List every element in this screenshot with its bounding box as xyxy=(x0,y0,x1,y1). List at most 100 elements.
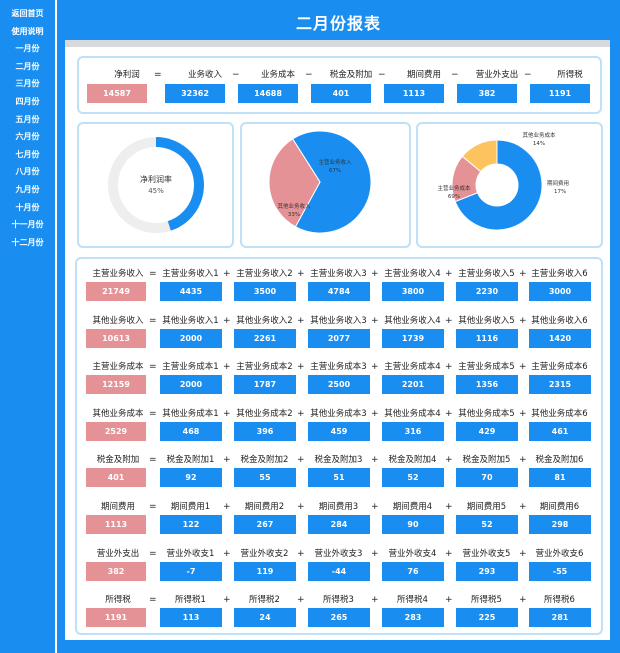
detail-item-label: 其他业务收入6 xyxy=(531,315,588,326)
detail-item-label: 主营业务收入3 xyxy=(310,269,367,279)
detail-item-value: 70 xyxy=(456,468,518,488)
operator: + xyxy=(445,315,453,326)
slice-label: 其他业务收入 xyxy=(277,202,311,210)
detail-item-label: 所得税5 xyxy=(471,595,502,606)
detail-item-value: 283 xyxy=(382,608,444,628)
operator: = xyxy=(149,455,157,466)
summary-label: 业务收入 xyxy=(187,70,222,80)
detail-item-value: 55 xyxy=(234,468,296,488)
detail-item-label: 期间费用4 xyxy=(392,502,433,512)
operator: − xyxy=(232,70,240,80)
sidebar: 返回首页使用说明一月份二月份三月份四月份五月份六月份七月份八月份九月份十月份十一… xyxy=(0,0,55,653)
operator: + xyxy=(371,455,379,466)
detail-item-label: 其他业务收入2 xyxy=(236,315,293,326)
sidebar-item[interactable]: 十一月份 xyxy=(11,220,44,230)
detail-item-label: 期间费用5 xyxy=(466,502,507,512)
detail-item-label: 税金及附加1 xyxy=(166,455,215,466)
sidebar-item[interactable]: 使用说明 xyxy=(11,26,44,36)
detail-item-value: 76 xyxy=(382,561,444,581)
sidebar-item[interactable]: 七月份 xyxy=(15,149,40,159)
detail-head-label: 税金及附加 xyxy=(96,455,140,466)
detail-item-value: 459 xyxy=(308,421,370,441)
sidebar-item[interactable]: 三月份 xyxy=(15,79,40,89)
detail-item-value: 281 xyxy=(529,608,591,628)
detail-item-label: 所得税1 xyxy=(175,595,206,606)
detail-item-value: 4435 xyxy=(160,282,222,301)
slice-label: 期间费用 xyxy=(547,179,569,187)
detail-item-value: 429 xyxy=(456,421,518,441)
operator: + xyxy=(519,455,527,466)
detail-item-label: 主营业务成本3 xyxy=(310,362,367,373)
operator: + xyxy=(223,548,231,559)
detail-item-value: 1787 xyxy=(234,375,296,395)
operator: + xyxy=(371,269,379,279)
slice-main-cost xyxy=(454,139,543,231)
sidebar-item[interactable]: 六月份 xyxy=(15,132,40,142)
operator: − xyxy=(305,70,313,80)
sidebar-item[interactable]: 八月份 xyxy=(15,167,40,177)
detail-item-label: 税金及附加4 xyxy=(388,455,437,466)
detail-item-label: 所得税4 xyxy=(397,595,428,606)
detail-item-label: 期间费用6 xyxy=(539,502,580,512)
detail-item-value: 225 xyxy=(456,608,518,628)
detail-head-label: 其他业务收入 xyxy=(92,315,144,326)
operator: = xyxy=(149,548,157,559)
detail-item-value: 2315 xyxy=(529,375,591,395)
sidebar-item[interactable]: 十二月份 xyxy=(11,237,44,247)
detail-item-label: 主营业务成本2 xyxy=(236,362,293,373)
detail-head-label: 营业外支出 xyxy=(96,548,140,559)
operator: + xyxy=(519,502,527,512)
detail-item-label: 税金及附加3 xyxy=(314,455,363,466)
sidebar-divider xyxy=(55,0,57,653)
detail-item-value: 468 xyxy=(160,421,222,441)
operator: + xyxy=(445,502,453,512)
detail-item-label: 其他业务收入1 xyxy=(162,315,219,326)
detail-item-label: 主营业务成本5 xyxy=(458,362,515,373)
operator: + xyxy=(223,362,231,373)
detail-item-value: 24 xyxy=(234,608,296,628)
detail-item-value: 51 xyxy=(308,468,370,488)
detail-item-label: 所得税3 xyxy=(323,595,354,606)
sidebar-item[interactable]: 十月份 xyxy=(15,202,40,212)
rate-pct: 45% xyxy=(148,187,164,195)
sidebar-item[interactable]: 九月份 xyxy=(15,185,40,194)
operator: + xyxy=(445,408,453,419)
detail-item-label: 所得税2 xyxy=(249,595,280,606)
operator: = xyxy=(149,315,157,326)
detail-total-value: 21749 xyxy=(86,282,146,301)
operator: + xyxy=(445,455,453,466)
sidebar-item[interactable]: 返回首页 xyxy=(11,9,44,18)
summary-value: 14688 xyxy=(238,84,298,103)
detail-head-label: 其他业务成本 xyxy=(92,408,144,419)
detail-item-value: 4784 xyxy=(308,282,370,301)
operator: − xyxy=(378,70,386,80)
operator: + xyxy=(445,548,453,559)
summary-panel: 净利润 14587 业务收入 32362 业务成本 14688 税金及附加 401 期间费用 11… xyxy=(77,56,602,114)
sidebar-item[interactable]: 五月份 xyxy=(15,114,40,124)
slice-label: 主营业务收入 xyxy=(318,158,352,166)
net-profit-value: 14587 xyxy=(87,84,147,103)
operator: + xyxy=(445,269,453,279)
sidebar-item[interactable]: 四月份 xyxy=(15,97,40,106)
detail-item-value: 92 xyxy=(160,468,222,488)
summary-value: 382 xyxy=(457,84,517,103)
detail-item-label: 主营业务成本1 xyxy=(162,362,219,373)
detail-item-label: 其他业务收入4 xyxy=(384,315,441,326)
summary-value: 1191 xyxy=(530,84,590,103)
operator: + xyxy=(371,595,379,606)
detail-item-label: 税金及附加6 xyxy=(535,455,584,466)
detail-item-value: 2201 xyxy=(382,375,444,395)
detail-item-value: 2500 xyxy=(308,375,370,395)
detail-total-value: 401 xyxy=(86,468,146,488)
detail-item-label: 所得税6 xyxy=(544,595,575,606)
operator: + xyxy=(519,269,527,279)
detail-item-value: -44 xyxy=(308,561,370,581)
slice-pct: 33% xyxy=(288,212,300,218)
slice-label: 其他业务成本 xyxy=(522,131,556,139)
sidebar-item[interactable]: 二月份 xyxy=(15,61,40,71)
rate-label: 净利润率 xyxy=(140,174,172,184)
operator: + xyxy=(297,502,305,512)
sidebar-item[interactable]: 一月份 xyxy=(15,44,40,54)
detail-item-value: 1420 xyxy=(529,328,591,348)
operator: = xyxy=(149,269,157,279)
